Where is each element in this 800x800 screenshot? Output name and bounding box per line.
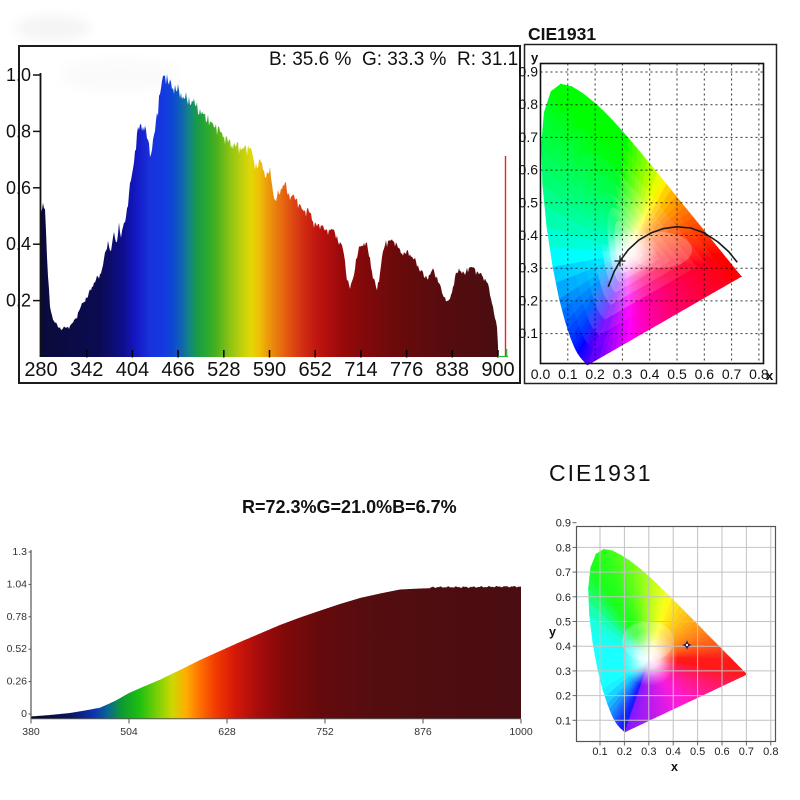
svg-text:0.1: 0.1 [558,366,578,382]
svg-text:590: 590 [253,359,286,381]
svg-text:0.8: 0.8 [763,746,778,758]
svg-text:280: 280 [24,359,57,381]
svg-text:0.5: 0.5 [667,366,687,382]
svg-text:0.4: 0.4 [640,366,660,382]
svg-text:404: 404 [116,359,149,381]
svg-text:R=72.3%G=21.0%B=6.7%: R=72.3%G=21.0%B=6.7% [242,497,457,517]
svg-text:0.7: 0.7 [722,366,742,382]
svg-text:0.5: 0.5 [519,194,539,210]
svg-text:0.8: 0.8 [6,121,31,141]
svg-text:776: 776 [390,359,423,381]
svg-text:0.0: 0.0 [531,366,551,382]
svg-text:714: 714 [344,359,377,381]
svg-text:0.6: 0.6 [556,592,571,604]
svg-text:0.4: 0.4 [556,641,571,653]
svg-text:1000: 1000 [509,726,533,738]
svg-text:342: 342 [70,359,103,381]
svg-text:0.2: 0.2 [519,292,539,308]
svg-text:0.7: 0.7 [519,129,539,145]
svg-text:0.8: 0.8 [556,542,571,554]
svg-text:0.8: 0.8 [749,366,769,382]
svg-text:y: y [531,50,539,65]
svg-text:504: 504 [120,726,138,738]
svg-text:0.4: 0.4 [519,227,539,243]
svg-text:B: 35.6 % G: 33.3 % R: 31.1: B: 35.6 % G: 33.3 % R: 31.1 % [269,49,541,70]
svg-text:0.3: 0.3 [613,366,633,382]
svg-text:CIE1931: CIE1931 [549,460,653,486]
svg-text:0.5: 0.5 [690,746,705,758]
svg-text:752: 752 [316,726,334,738]
svg-text:380: 380 [22,726,40,738]
svg-text:0.8: 0.8 [519,96,539,112]
svg-text:0.3: 0.3 [519,260,539,276]
svg-text:CIE1931: CIE1931 [528,24,596,44]
svg-text:0.3: 0.3 [641,746,656,758]
svg-text:0.2: 0.2 [585,366,605,382]
svg-text:0.5: 0.5 [556,617,571,629]
svg-text:0.9: 0.9 [556,518,571,530]
svg-text:900: 900 [481,359,514,381]
svg-text:0.7: 0.7 [739,746,754,758]
svg-text:0.2: 0.2 [556,691,571,703]
svg-text:1.3: 1.3 [12,546,27,558]
svg-text:0.1: 0.1 [519,325,539,341]
svg-text:0.52: 0.52 [7,643,28,655]
svg-text:0.2: 0.2 [617,746,632,758]
svg-text:x: x [766,368,774,383]
svg-text:0.2: 0.2 [6,291,31,311]
svg-text:0.1: 0.1 [556,715,571,727]
svg-text:0.6: 0.6 [714,746,729,758]
svg-text:1.04: 1.04 [7,578,28,590]
svg-text:0.9: 0.9 [519,64,539,80]
svg-text:876: 876 [414,726,432,738]
svg-text:0.7: 0.7 [556,567,571,579]
svg-text:0.4: 0.4 [6,234,31,254]
svg-text:1.0: 1.0 [6,65,31,85]
svg-text:0.6: 0.6 [6,178,31,198]
svg-text:x: x [671,760,678,774]
svg-text:0.26: 0.26 [7,676,28,688]
svg-text:0.4: 0.4 [666,746,681,758]
svg-text:0.1: 0.1 [592,746,607,758]
svg-text:0: 0 [21,708,27,720]
svg-text:528: 528 [207,359,240,381]
svg-text:0.3: 0.3 [556,666,571,678]
svg-text:0.6: 0.6 [519,162,539,178]
svg-text:466: 466 [161,359,194,381]
svg-text:y: y [549,625,556,639]
svg-text:628: 628 [218,726,236,738]
svg-text:0.6: 0.6 [695,366,715,382]
svg-text:652: 652 [299,359,332,381]
svg-text:0.78: 0.78 [7,611,28,623]
svg-text:838: 838 [436,359,469,381]
